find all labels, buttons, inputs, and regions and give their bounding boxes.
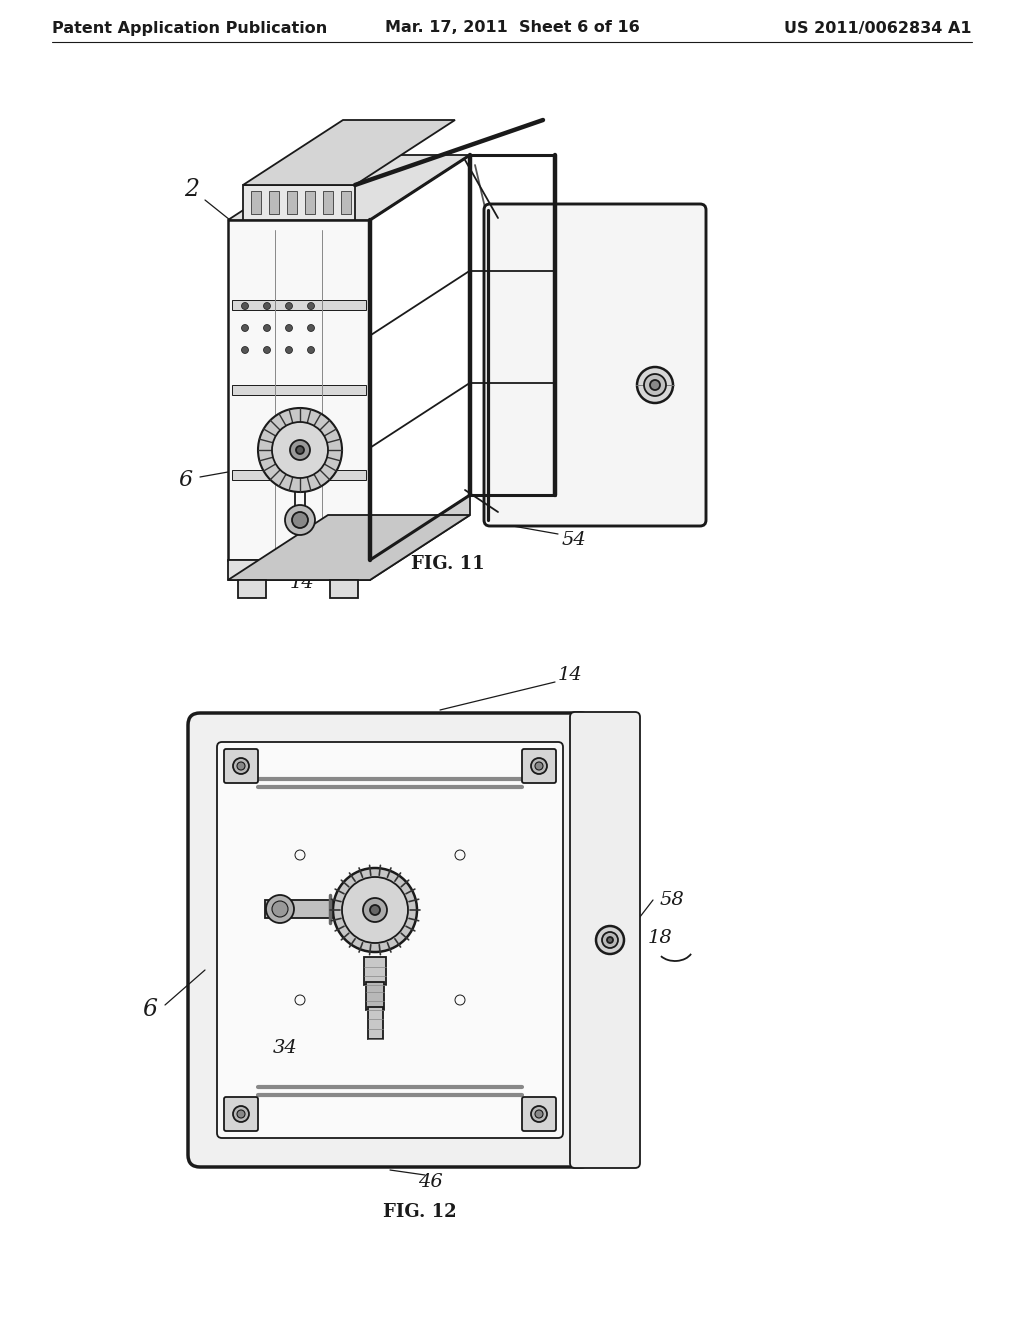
Circle shape bbox=[650, 380, 660, 389]
Circle shape bbox=[263, 346, 270, 354]
Circle shape bbox=[272, 902, 288, 917]
Text: 14: 14 bbox=[558, 667, 583, 684]
Text: 88: 88 bbox=[373, 147, 397, 164]
Bar bbox=[305, 191, 315, 214]
Circle shape bbox=[531, 1106, 547, 1122]
Text: FIG. 11: FIG. 11 bbox=[412, 554, 484, 573]
Polygon shape bbox=[228, 154, 470, 220]
Circle shape bbox=[307, 346, 314, 354]
Circle shape bbox=[237, 762, 245, 770]
FancyBboxPatch shape bbox=[188, 713, 592, 1167]
Bar bbox=[330, 579, 358, 598]
Bar bbox=[269, 191, 279, 214]
Bar bbox=[238, 579, 266, 598]
Text: 6: 6 bbox=[142, 998, 158, 1022]
Circle shape bbox=[535, 1110, 543, 1118]
Circle shape bbox=[602, 932, 618, 948]
Text: 18: 18 bbox=[648, 929, 673, 946]
Polygon shape bbox=[228, 515, 470, 579]
Circle shape bbox=[258, 408, 342, 492]
Bar bbox=[265, 900, 333, 917]
Circle shape bbox=[535, 762, 543, 770]
Circle shape bbox=[242, 302, 249, 309]
Polygon shape bbox=[243, 120, 455, 185]
FancyBboxPatch shape bbox=[224, 1097, 258, 1131]
Text: 58: 58 bbox=[668, 366, 693, 384]
Circle shape bbox=[285, 506, 315, 535]
Text: 18: 18 bbox=[655, 401, 680, 418]
Circle shape bbox=[307, 325, 314, 331]
Text: FIG. 12: FIG. 12 bbox=[383, 1203, 457, 1221]
Text: Patent Application Publication: Patent Application Publication bbox=[52, 21, 328, 36]
Text: 14: 14 bbox=[290, 574, 314, 591]
Circle shape bbox=[333, 869, 417, 952]
Bar bbox=[287, 191, 297, 214]
Circle shape bbox=[263, 325, 270, 331]
FancyBboxPatch shape bbox=[484, 205, 706, 525]
Circle shape bbox=[307, 302, 314, 309]
Text: 46: 46 bbox=[418, 1173, 442, 1191]
FancyBboxPatch shape bbox=[217, 742, 563, 1138]
Text: 58: 58 bbox=[660, 891, 685, 909]
Polygon shape bbox=[232, 300, 366, 310]
Text: US 2011/0062834 A1: US 2011/0062834 A1 bbox=[784, 21, 972, 36]
Circle shape bbox=[292, 512, 308, 528]
Bar bbox=[341, 191, 351, 214]
Circle shape bbox=[296, 446, 304, 454]
Circle shape bbox=[370, 906, 380, 915]
Bar bbox=[323, 191, 333, 214]
Polygon shape bbox=[232, 385, 366, 395]
FancyBboxPatch shape bbox=[224, 748, 258, 783]
Text: 2: 2 bbox=[184, 178, 200, 202]
Circle shape bbox=[237, 1110, 245, 1118]
Bar bbox=[228, 560, 370, 579]
Circle shape bbox=[242, 325, 249, 331]
FancyBboxPatch shape bbox=[522, 1097, 556, 1131]
Circle shape bbox=[290, 440, 310, 459]
Bar bbox=[366, 982, 384, 1010]
Bar bbox=[368, 1007, 383, 1039]
Circle shape bbox=[596, 927, 624, 954]
Polygon shape bbox=[232, 470, 366, 480]
Bar bbox=[364, 957, 386, 985]
Circle shape bbox=[342, 876, 408, 942]
Polygon shape bbox=[370, 495, 470, 579]
FancyBboxPatch shape bbox=[570, 711, 640, 1168]
Circle shape bbox=[286, 302, 293, 309]
Circle shape bbox=[362, 898, 387, 921]
Circle shape bbox=[266, 895, 294, 923]
Bar bbox=[251, 191, 261, 214]
Text: Mar. 17, 2011  Sheet 6 of 16: Mar. 17, 2011 Sheet 6 of 16 bbox=[385, 21, 639, 36]
Polygon shape bbox=[228, 220, 370, 560]
Text: 6: 6 bbox=[178, 469, 193, 491]
Text: 54: 54 bbox=[562, 531, 587, 549]
FancyBboxPatch shape bbox=[522, 748, 556, 783]
Circle shape bbox=[272, 422, 328, 478]
Circle shape bbox=[531, 758, 547, 774]
Circle shape bbox=[644, 374, 666, 396]
Circle shape bbox=[637, 367, 673, 403]
Circle shape bbox=[263, 302, 270, 309]
Circle shape bbox=[286, 325, 293, 331]
Circle shape bbox=[242, 346, 249, 354]
Circle shape bbox=[233, 758, 249, 774]
Circle shape bbox=[233, 1106, 249, 1122]
Circle shape bbox=[286, 346, 293, 354]
Circle shape bbox=[607, 937, 613, 942]
Text: 34: 34 bbox=[272, 1039, 297, 1057]
Bar bbox=[243, 185, 355, 220]
